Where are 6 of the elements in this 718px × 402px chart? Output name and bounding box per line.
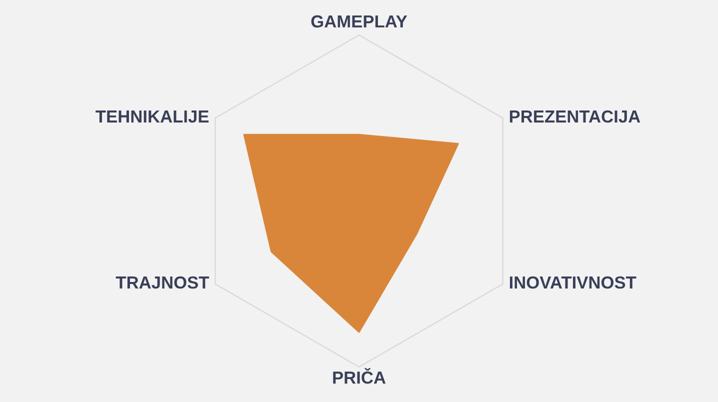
spoke-label: PRIČA <box>333 368 386 384</box>
spoke-label: INOVATIVNOST <box>510 276 636 289</box>
spoke-label: TEHNIKALIJE <box>96 110 209 123</box>
spoke-label: GAMEPLAY <box>311 15 408 28</box>
spoke-label: PREZENTACIJA <box>510 110 640 123</box>
spoke-label: TRAJNOST <box>116 276 210 289</box>
